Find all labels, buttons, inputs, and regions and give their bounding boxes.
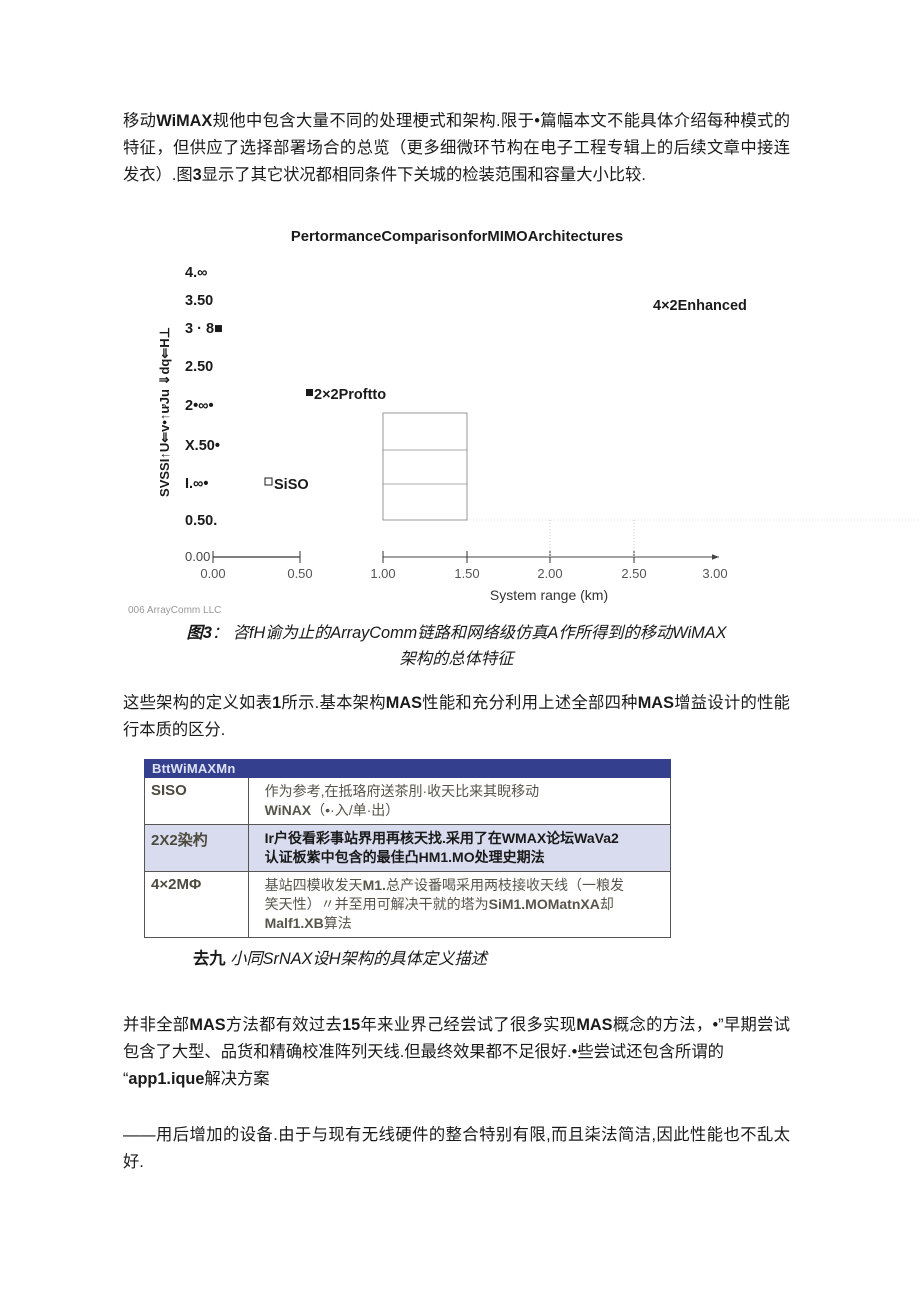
svg-text:0.00: 0.00 bbox=[200, 566, 225, 581]
svg-text:3 · 8■: 3 · 8■ bbox=[185, 321, 223, 337]
svg-text:4×2Enhanced: 4×2Enhanced bbox=[653, 298, 747, 314]
svg-text:2•∞•: 2•∞• bbox=[185, 398, 214, 414]
svg-text:4.∞: 4.∞ bbox=[185, 265, 207, 281]
svg-text:0.50: 0.50 bbox=[287, 566, 312, 581]
svg-text:System range (km): System range (km) bbox=[490, 587, 608, 603]
svg-text:0.50.: 0.50. bbox=[185, 513, 217, 529]
svg-text:3.50: 3.50 bbox=[185, 293, 213, 309]
svg-text:2×2Proftto: 2×2Proftto bbox=[314, 387, 386, 403]
svg-text:SiSO: SiSO bbox=[274, 477, 309, 493]
svg-text:006 ArrayComm LLC: 006 ArrayComm LLC bbox=[128, 605, 221, 616]
svg-text:SVSSI↑U⇐v•↑ưJu ⇓dq⇐H⊥: SVSSI↑U⇐v•↑ưJu ⇓dq⇐H⊥ bbox=[157, 327, 172, 497]
svg-text:PertormanceComparisonforMIMOAr: PertormanceComparisonforMIMOArchitecture… bbox=[291, 229, 623, 245]
svg-text:2.50: 2.50 bbox=[185, 359, 213, 375]
svg-text:X.50•: X.50• bbox=[185, 438, 220, 454]
svg-text:1.00: 1.00 bbox=[370, 566, 395, 581]
svg-text:2.50: 2.50 bbox=[621, 566, 646, 581]
svg-text:3.00: 3.00 bbox=[702, 566, 727, 581]
svg-text:2.00: 2.00 bbox=[537, 566, 562, 581]
svg-text:0.00: 0.00 bbox=[185, 549, 210, 564]
svg-text:I.∞•: I.∞• bbox=[185, 476, 208, 492]
svg-text:1.50: 1.50 bbox=[454, 566, 479, 581]
